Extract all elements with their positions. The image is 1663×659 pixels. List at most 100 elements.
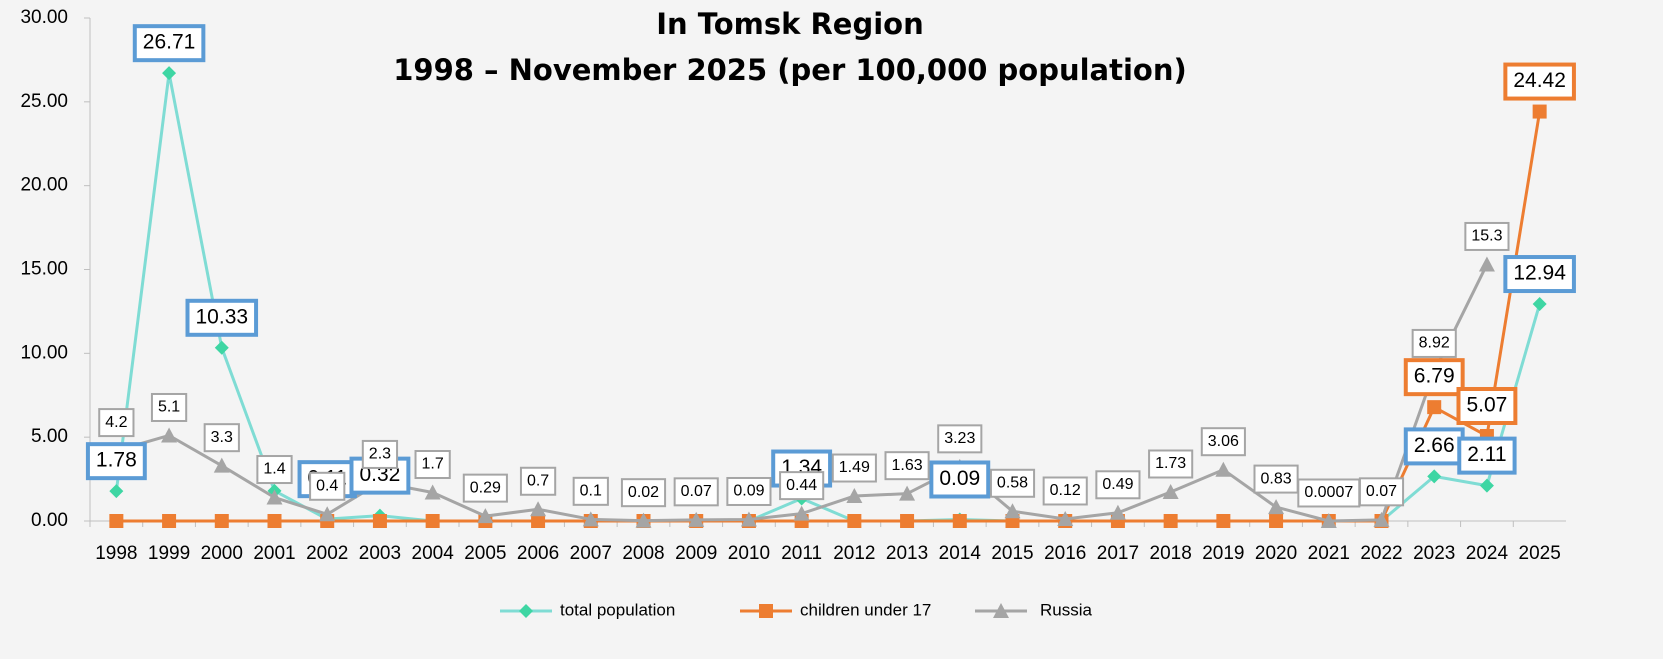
data-label-text: 2.11 [1467, 443, 1506, 466]
data-label-text: 3.06 [1208, 433, 1239, 450]
marker [319, 506, 336, 522]
x-tick-label: 2024 [1466, 543, 1509, 564]
data-label: 0.09 [929, 460, 991, 499]
x-tick-label: 2011 [781, 543, 822, 564]
data-label-box [1503, 255, 1576, 294]
chart-subtitle: 1998 – November 2025 (per 100,000 popula… [393, 53, 1187, 87]
marker [1109, 504, 1126, 520]
data-label: 0.07 [673, 477, 719, 507]
marker [1320, 512, 1337, 528]
data-label: 0.09 [726, 476, 772, 506]
x-tick-label: 2021 [1308, 543, 1350, 564]
data-label-box [256, 455, 293, 485]
data-label-text: 0.0007 [1304, 484, 1353, 501]
marker [162, 514, 177, 528]
marker [1532, 104, 1547, 119]
y-tick-label: 5.00 [31, 426, 68, 447]
y-tick-label: 25.00 [20, 91, 68, 112]
legend-label: total population [560, 600, 675, 619]
data-label-text: 0.07 [681, 483, 712, 500]
data-label-box [779, 471, 825, 501]
data-label-text: 1.78 [96, 449, 137, 472]
marker [425, 514, 440, 528]
x-tick-label: 2014 [939, 543, 982, 564]
x-tick-label: 2009 [675, 543, 717, 564]
data-label-text: 12.94 [1513, 262, 1566, 285]
y-tick-label: 30.00 [20, 7, 68, 28]
marker [740, 511, 757, 527]
x-tick-label: 2019 [1202, 543, 1244, 564]
data-label-box [1503, 62, 1576, 101]
data-label-text: 15.3 [1471, 228, 1502, 245]
data-label-box [1457, 436, 1517, 475]
marker [477, 508, 494, 524]
data-label-text: 0.83 [1261, 470, 1292, 487]
data-label-text: 0.09 [733, 483, 764, 500]
x-tick-label: 2018 [1150, 543, 1192, 564]
data-label: 1.7 [414, 449, 451, 479]
data-label-box [1200, 427, 1246, 457]
data-label-text: 0.02 [628, 484, 659, 501]
data-label: 3.3 [203, 423, 240, 453]
x-tick-label: 2008 [622, 543, 664, 564]
y-tick-label: 20.00 [20, 175, 68, 196]
data-label-box [132, 24, 206, 63]
data-label: 4.2 [98, 408, 135, 438]
data-label-text: 8.92 [1419, 335, 1450, 352]
data-label: 0.1 [572, 476, 609, 506]
data-label-box [884, 451, 930, 481]
marker [1427, 469, 1442, 484]
marker [1427, 400, 1442, 415]
data-label-box [929, 460, 991, 499]
data-label-box [1456, 386, 1518, 425]
data-label: 8.92 [1411, 328, 1457, 358]
data-label-box [1148, 449, 1194, 479]
data-label-box [462, 473, 508, 503]
marker [1268, 499, 1285, 515]
data-label: 2.11 [1457, 436, 1517, 475]
data-label-box [1403, 427, 1465, 466]
data-label-box [1095, 470, 1141, 500]
y-tick-label: 10.00 [20, 342, 68, 363]
marker [846, 488, 863, 504]
data-label: 0.29 [462, 473, 508, 503]
marker [1532, 297, 1547, 312]
data-label: 15.3 [1464, 221, 1510, 251]
marker [635, 512, 652, 528]
marker [266, 489, 283, 505]
marker [1269, 514, 1284, 528]
data-label-text: 1.63 [892, 457, 923, 474]
legend-label: children under 17 [800, 600, 931, 619]
marker [161, 427, 178, 443]
marker [1478, 256, 1495, 272]
data-label: 26.71 [132, 24, 206, 63]
data-label-box [1411, 328, 1457, 358]
x-tick-label: 2020 [1255, 543, 1297, 564]
chart-title: In Tomsk Region [656, 7, 924, 41]
data-label-text: 26.71 [143, 31, 196, 54]
data-label-text: 24.42 [1513, 69, 1566, 92]
data-label-box [572, 476, 609, 506]
data-label: 24.42 [1503, 62, 1576, 101]
x-tick-label: 2015 [991, 543, 1033, 564]
marker [162, 66, 177, 81]
x-tick-label: 2006 [517, 543, 559, 564]
marker [1057, 510, 1074, 526]
marker [1162, 483, 1179, 499]
data-label-text: 5.07 [1466, 394, 1507, 417]
marker [214, 340, 229, 355]
data-label: 5.07 [1456, 386, 1518, 425]
y-tick-label: 15.00 [20, 259, 68, 280]
data-label-box [1403, 358, 1465, 397]
data-label: 3.23 [937, 424, 983, 454]
x-tick-label: 2000 [201, 543, 243, 564]
data-label-box [726, 476, 772, 506]
data-label: 1.78 [85, 442, 147, 481]
marker [213, 457, 230, 473]
marker [899, 485, 916, 501]
data-label: 6.79 [1403, 358, 1465, 397]
y-tick-label: 0.00 [31, 510, 68, 531]
data-label-box [620, 478, 667, 508]
data-label-box [937, 424, 983, 454]
